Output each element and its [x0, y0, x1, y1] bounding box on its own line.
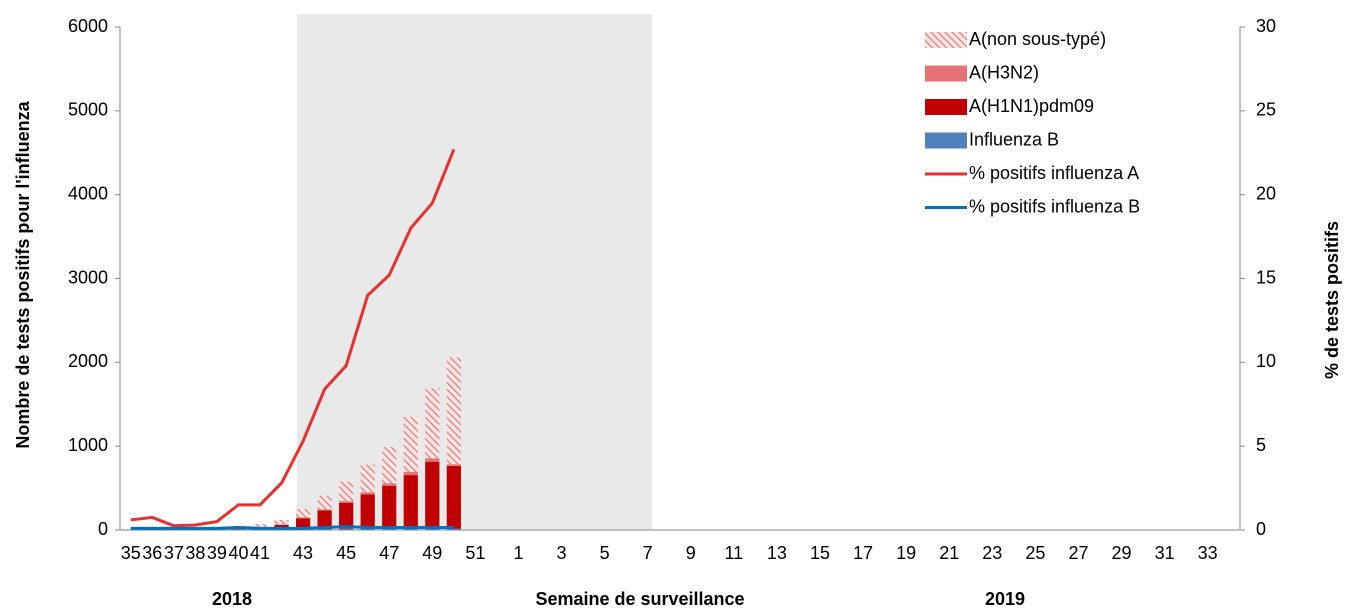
- bar-segment: [403, 471, 418, 476]
- x-tick-label: 25: [1025, 543, 1045, 563]
- bar-segment: [295, 517, 311, 519]
- x-tick-label: 23: [982, 543, 1002, 563]
- shaded-period: [297, 14, 652, 530]
- bar-segment: [360, 528, 375, 530]
- y-tick-label: 6000: [68, 16, 108, 36]
- bar-segment: [403, 416, 418, 472]
- x-tick-label: 33: [1198, 543, 1218, 563]
- bar-segment: [295, 518, 311, 530]
- y-tick-label: 0: [98, 519, 108, 539]
- bar-segment: [317, 528, 332, 530]
- x-tick-label: 38: [185, 543, 205, 563]
- line-series: [130, 148, 456, 528]
- y2-axis-title: % de tests positifs: [1322, 221, 1342, 379]
- bar-segment: [360, 492, 375, 495]
- bar-segment: [360, 464, 375, 493]
- line-series: [130, 525, 454, 530]
- legend-label: A(non sous-typé): [969, 29, 1106, 49]
- legend-label: Influenza B: [969, 129, 1059, 149]
- y2-tick-label: 25: [1256, 100, 1276, 120]
- x-tick-label: 11: [725, 543, 744, 563]
- bar-segment: [425, 458, 440, 462]
- x-tick-label: 31: [1155, 543, 1175, 563]
- y2-tick-label: 20: [1256, 183, 1276, 203]
- bar-segment: [317, 509, 332, 511]
- x-tick-label: 37: [164, 543, 184, 563]
- y-tick-label: 2000: [68, 351, 108, 371]
- bar-segment: [339, 501, 354, 503]
- x-tick-label: 35: [121, 543, 141, 563]
- legend-swatch: [925, 99, 967, 115]
- bar-segment: [446, 528, 461, 530]
- bar-segment: [382, 485, 397, 529]
- bar-segment: [425, 388, 440, 459]
- bar-segment: [295, 509, 311, 518]
- bar-segment: [274, 519, 289, 525]
- x-tick-label: 41: [250, 543, 270, 563]
- bar-segment: [360, 494, 375, 529]
- y-tick-label: 4000: [68, 183, 108, 203]
- legend-label: A(H1N1)pdm09: [969, 96, 1094, 116]
- bar-segment: [403, 475, 418, 529]
- y-tick-label: 3000: [68, 267, 108, 287]
- bar-segment: [382, 447, 397, 484]
- x-tick-label: 15: [810, 543, 830, 563]
- x-tick-label: 21: [939, 543, 959, 563]
- bar-segment: [339, 502, 354, 529]
- y2-tick-label: 15: [1256, 267, 1276, 287]
- legend-label: % positifs influenza A: [969, 163, 1139, 183]
- x-tick-label: 47: [379, 543, 399, 563]
- bar-segment: [446, 465, 461, 529]
- y2-tick-label: 5: [1256, 435, 1266, 455]
- year-label: 2018: [212, 589, 252, 609]
- bar-segment: [317, 510, 332, 529]
- x-tick-label: 45: [336, 543, 356, 563]
- x-tick-label: 17: [853, 543, 873, 563]
- y2-tick-label: 10: [1256, 351, 1276, 371]
- legend-label: A(H3N2): [969, 62, 1039, 82]
- x-tick-label: 13: [767, 543, 787, 563]
- x-tick-label: 43: [293, 543, 313, 563]
- y-tick-label: 5000: [68, 100, 108, 120]
- bar-segment: [231, 529, 246, 530]
- y-tick-label: 1000: [68, 435, 108, 455]
- x-tick-label: 27: [1068, 543, 1088, 563]
- x-tick-label: 49: [422, 543, 442, 563]
- x-tick-label: 9: [686, 543, 696, 563]
- bar-segment: [425, 528, 440, 530]
- y-axis-title: Nombre de tests positifs pour l'influenz…: [13, 100, 33, 448]
- x-tick-label: 39: [207, 543, 227, 563]
- x-tick-label: 36: [142, 543, 162, 563]
- y2-tick-label: 0: [1256, 519, 1266, 539]
- bar-segment: [252, 524, 268, 528]
- legend-swatch: [925, 32, 967, 48]
- x-tick-label: 51: [465, 543, 485, 563]
- x-tick-label: 19: [896, 543, 916, 563]
- y2-tick-label: 30: [1256, 16, 1276, 36]
- x-tick-label: 40: [228, 543, 248, 563]
- bar-segment: [339, 528, 354, 530]
- bar-segment: [403, 528, 418, 530]
- x-axis-title: Semaine de surveillance: [535, 589, 744, 609]
- bar-segment: [446, 357, 461, 465]
- legend-label: % positifs influenza B: [969, 196, 1140, 216]
- bar-segment: [425, 461, 440, 529]
- bar-segment: [382, 528, 397, 530]
- x-tick-label: 5: [600, 543, 610, 563]
- legend-swatch: [925, 65, 967, 82]
- x-tick-label: 3: [557, 543, 567, 563]
- bar-segment: [317, 495, 332, 510]
- x-tick-label: 29: [1112, 543, 1132, 563]
- year-label: 2019: [985, 589, 1025, 609]
- bar-segment: [382, 483, 397, 486]
- x-tick-label: 1: [513, 543, 523, 563]
- bar-segment: [446, 464, 461, 466]
- x-tick-label: 7: [643, 543, 653, 563]
- bar-segment: [339, 481, 354, 502]
- legend-swatch: [925, 132, 967, 149]
